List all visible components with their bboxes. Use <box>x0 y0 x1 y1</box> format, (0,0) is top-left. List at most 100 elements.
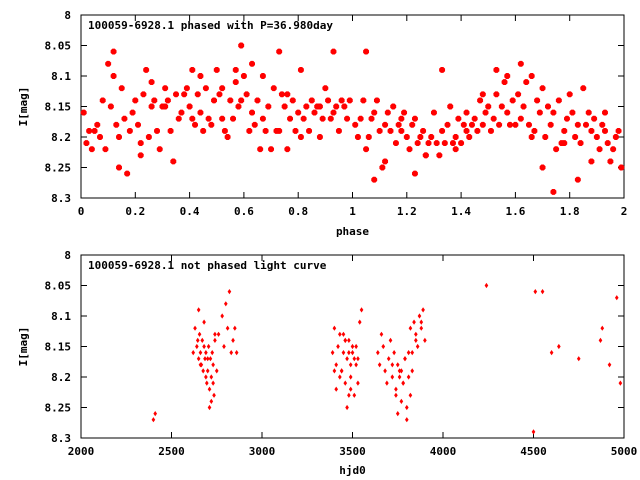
x-axis-label: hjd0 <box>339 464 366 477</box>
data-point <box>335 127 342 134</box>
data-point <box>517 115 524 122</box>
data-point <box>545 103 551 110</box>
data-point <box>612 134 619 140</box>
data-point <box>83 140 90 147</box>
data-point <box>600 325 605 331</box>
data-point <box>110 48 117 55</box>
data-point <box>208 356 213 362</box>
data-point <box>421 307 425 313</box>
data-point <box>561 140 568 147</box>
x-tick-label: 4000 <box>430 445 457 458</box>
data-point <box>116 134 122 140</box>
data-point <box>395 411 400 417</box>
data-point <box>557 343 561 350</box>
x-tick-label: 1.2 <box>397 205 417 218</box>
data-point <box>392 350 396 356</box>
data-point <box>333 103 340 110</box>
data-point <box>222 343 226 350</box>
data-point <box>618 164 625 171</box>
data-point <box>154 127 160 134</box>
data-point <box>354 134 361 140</box>
data-point <box>345 404 349 411</box>
data-point <box>213 337 217 343</box>
y-tick-label: 8.1 <box>51 70 71 83</box>
data-point <box>399 368 404 374</box>
y-tick-label: 8.1 <box>51 310 71 323</box>
data-point <box>225 325 230 331</box>
data-point <box>345 356 349 362</box>
data-point <box>262 127 269 134</box>
data-point <box>596 146 603 153</box>
data-point <box>204 380 209 386</box>
data-point <box>251 121 258 128</box>
data-point <box>379 164 386 171</box>
data-point <box>135 121 141 128</box>
data-point <box>213 66 220 73</box>
data-point <box>265 103 272 110</box>
data-point <box>409 121 416 128</box>
data-point <box>536 109 543 116</box>
data-point <box>607 158 614 165</box>
data-point <box>406 374 411 380</box>
data-point <box>306 127 313 134</box>
x-tick-label: 0.8 <box>288 205 308 218</box>
data-point <box>604 140 611 147</box>
chart-title: 100059-6928.1 phased with P=36.980day <box>88 19 333 32</box>
data-point <box>80 109 87 116</box>
data-point <box>231 337 235 343</box>
data-point <box>162 85 169 92</box>
data-point <box>388 337 393 343</box>
data-point <box>382 158 389 165</box>
data-point <box>394 386 398 392</box>
data-point <box>493 66 500 73</box>
y-tick-label: 8.25 <box>45 402 72 415</box>
data-point <box>463 127 470 134</box>
y-tick-label: 8.2 <box>51 131 71 144</box>
data-point <box>148 79 155 86</box>
data-point <box>348 374 353 380</box>
data-point <box>493 91 500 98</box>
data-point <box>110 73 117 79</box>
data-point <box>523 79 530 86</box>
data-point <box>540 289 545 295</box>
data-point <box>338 331 342 337</box>
data-point <box>477 97 484 104</box>
data-point <box>566 91 573 98</box>
data-point <box>410 350 415 356</box>
x-tick-label: 3500 <box>339 445 366 458</box>
data-point <box>550 188 557 195</box>
x-tick-label: 3000 <box>249 445 276 458</box>
data-point <box>339 368 344 374</box>
data-point <box>170 158 177 165</box>
data-point <box>572 134 579 140</box>
data-point <box>441 140 448 147</box>
data-point <box>224 134 231 140</box>
data-point <box>113 121 120 128</box>
data-point <box>363 48 370 55</box>
data-point <box>268 146 275 153</box>
data-point <box>297 134 304 140</box>
data-point <box>278 91 285 98</box>
data-point <box>205 368 210 374</box>
data-point <box>330 350 335 356</box>
data-point <box>583 121 589 128</box>
data-point <box>455 115 462 122</box>
data-point <box>419 319 424 325</box>
data-point <box>422 152 429 159</box>
y-tick-label: 8.3 <box>51 432 71 445</box>
data-point <box>377 362 382 368</box>
data-point <box>602 109 608 116</box>
data-point <box>498 103 505 110</box>
data-point <box>192 121 198 128</box>
data-point <box>414 140 421 147</box>
data-point <box>230 115 236 122</box>
x-tick-label: 0 <box>78 205 85 218</box>
data-point <box>316 134 323 140</box>
data-point <box>515 91 522 98</box>
data-point <box>202 319 206 325</box>
data-point <box>381 343 386 350</box>
data-point <box>539 164 546 171</box>
data-point <box>203 356 207 362</box>
x-tick-label: 2000 <box>68 445 95 458</box>
data-point <box>401 380 405 386</box>
